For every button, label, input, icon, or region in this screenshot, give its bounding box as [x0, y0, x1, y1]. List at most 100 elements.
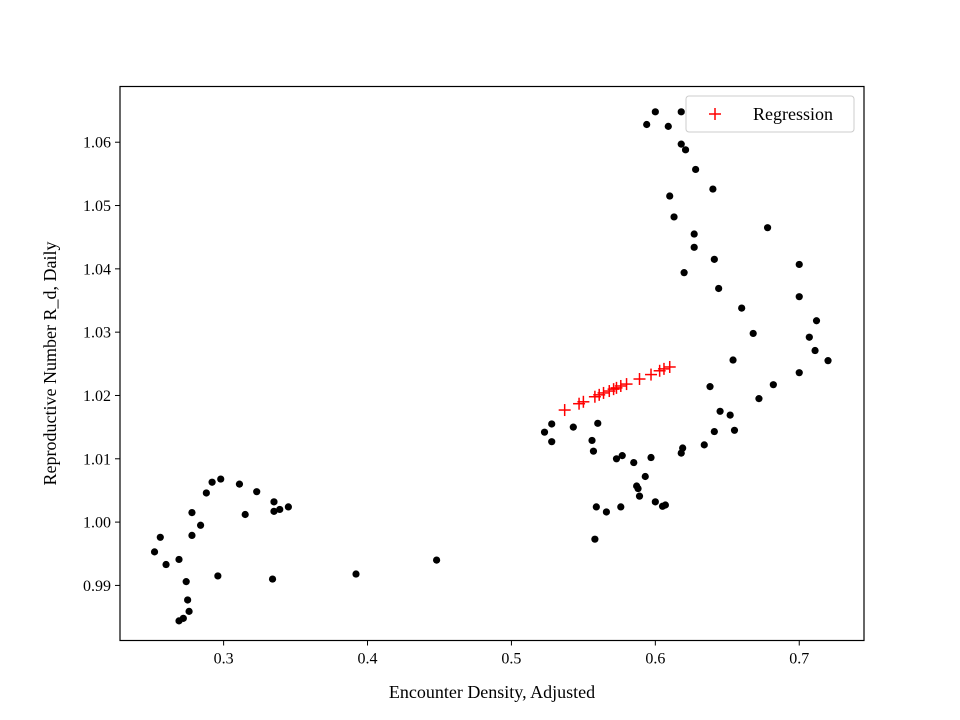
observed-point — [692, 165, 700, 174]
x-tick-label: 0.3 — [214, 651, 234, 668]
observed-point — [709, 185, 717, 193]
observed-point — [795, 260, 803, 269]
observed-point — [630, 458, 638, 467]
observed-point — [681, 146, 690, 154]
regression-point — [620, 378, 633, 391]
observed-point — [641, 472, 649, 481]
y-tick-label: 1.06 — [83, 135, 111, 152]
observed-point — [700, 441, 708, 449]
regression-point — [663, 360, 676, 373]
x-tick-label: 0.4 — [358, 651, 378, 668]
regression-point — [607, 383, 620, 396]
regression-point — [657, 362, 670, 375]
y-axis: 0.99 1.00 1.01 1.02 1.03 1.04 1.05 1.06 — [83, 135, 120, 595]
observed-point — [769, 381, 777, 389]
observed-point — [432, 556, 441, 564]
observed-point — [188, 509, 196, 517]
regression-point — [597, 386, 610, 399]
observed-point — [647, 453, 655, 462]
observed-point — [217, 475, 225, 483]
observed-point — [666, 192, 674, 200]
observed-point — [730, 426, 739, 434]
points-layer — [150, 108, 832, 625]
legend: Regression — [685, 95, 855, 133]
observed-point — [270, 498, 278, 506]
observed-point — [268, 575, 277, 583]
legend-label-regression: Regression — [753, 104, 833, 124]
x-tick-label: 0.7 — [789, 651, 809, 668]
x-tick-label: 0.6 — [645, 651, 665, 668]
observed-point — [755, 395, 763, 403]
y-tick-label: 1.03 — [83, 325, 111, 342]
x-axis-label: Encounter Density, Adjusted — [389, 682, 595, 702]
observed-point — [763, 224, 772, 232]
observed-point — [241, 510, 249, 519]
plot-frame — [119, 85, 865, 642]
observed-point — [738, 304, 746, 312]
observed-point — [706, 383, 714, 391]
observed-point — [690, 243, 698, 251]
observed-point — [812, 317, 821, 325]
observed-point — [594, 419, 602, 427]
observed-point — [651, 498, 659, 506]
observed-point — [617, 503, 625, 511]
observed-point — [548, 420, 556, 428]
observed-point — [811, 346, 819, 355]
observed-point — [284, 503, 292, 511]
y-tick-label: 1.05 — [83, 198, 111, 215]
observed-point — [715, 284, 723, 293]
observed-point — [188, 531, 196, 539]
y-tick-label: 1.04 — [83, 261, 111, 278]
observed-point — [635, 492, 644, 500]
observed-point — [651, 108, 659, 116]
regression-point — [645, 368, 658, 381]
observed-point — [795, 369, 803, 377]
x-axis: 0.3 0.4 0.5 0.6 0.7 — [214, 640, 809, 668]
observed-point — [588, 436, 596, 445]
observed-point — [589, 447, 598, 455]
observed-point — [185, 607, 193, 615]
observed-point — [196, 521, 205, 529]
observed-point — [749, 329, 757, 338]
observed-point — [716, 407, 724, 415]
regression-point — [614, 379, 627, 392]
observed-point — [643, 120, 651, 129]
observed-point — [679, 444, 687, 452]
y-axis-label: Reproductive Number R_d, Daily — [40, 242, 60, 486]
observed-point — [612, 455, 621, 463]
observed-point — [569, 423, 577, 431]
observed-point — [710, 255, 718, 263]
observed-point — [602, 508, 611, 516]
x-tick-label: 0.5 — [501, 651, 521, 668]
legend-box — [685, 95, 855, 133]
observed-point — [150, 548, 159, 556]
observed-point — [677, 108, 685, 116]
observed-point — [710, 427, 718, 436]
observed-point — [729, 356, 737, 364]
y-tick-label: 1.02 — [83, 388, 111, 405]
observed-point — [795, 293, 803, 301]
observed-point — [824, 357, 832, 365]
observed-point — [235, 480, 244, 488]
observed-point — [680, 269, 688, 277]
observed-point — [162, 560, 170, 569]
observed-point — [208, 478, 216, 486]
observed-point — [179, 614, 187, 622]
legend-marker-plus — [709, 108, 721, 120]
observed-point — [661, 501, 670, 509]
observed-point — [270, 507, 278, 515]
observed-point — [591, 535, 599, 543]
y-tick-label: 1.01 — [83, 451, 111, 468]
regression-point — [577, 395, 590, 408]
observed-point — [202, 489, 210, 497]
observed-point — [664, 122, 672, 130]
observed-point — [690, 230, 698, 238]
observed-point — [618, 452, 626, 460]
y-tick-label: 0.99 — [83, 578, 111, 595]
regression-point — [633, 373, 646, 386]
observed-point — [156, 533, 164, 541]
observed-point — [677, 140, 685, 148]
observed-point — [253, 488, 261, 496]
regression-point — [558, 404, 571, 417]
